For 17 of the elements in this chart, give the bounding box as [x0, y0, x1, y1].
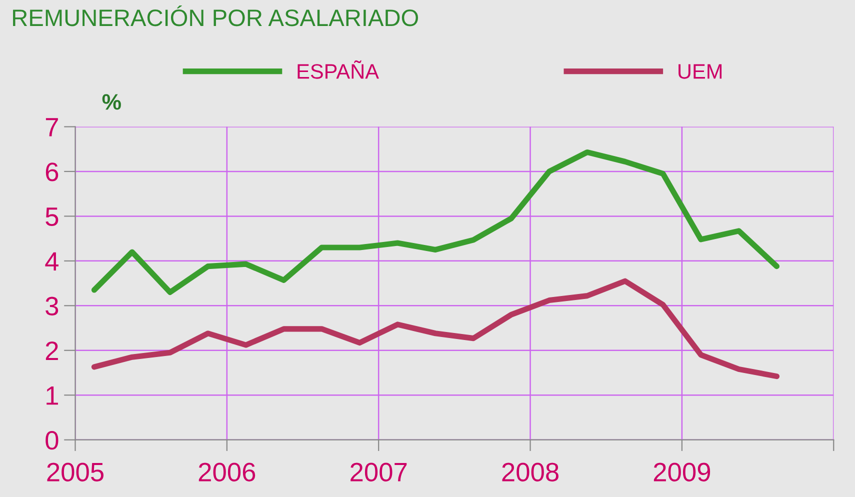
y-tick-label: 1	[46, 386, 58, 405]
y-tick-label: 3	[46, 296, 58, 316]
y-axis-title: %	[102, 94, 121, 110]
x-tick-label: 2008	[502, 462, 558, 482]
x-tick-label: 2005	[47, 462, 104, 482]
y-tick-label: 0	[46, 430, 58, 450]
y-tick-label: 2	[46, 342, 58, 360]
x-tick-label: 2007	[350, 462, 407, 482]
y-tick-label: 5	[46, 208, 58, 226]
x-tick-label: 2009	[654, 462, 710, 482]
y-tick-label: 6	[46, 162, 58, 182]
y-tick-label: 4	[45, 252, 58, 270]
legend-label: UEM	[678, 64, 722, 79]
chart-title: REMUNERACIÓN POR ASALARIADO	[13, 6, 418, 26]
y-tick-label: 7	[46, 118, 58, 136]
x-tick-label: 2006	[198, 462, 256, 482]
legend-label: ESPAÑA	[298, 60, 379, 79]
